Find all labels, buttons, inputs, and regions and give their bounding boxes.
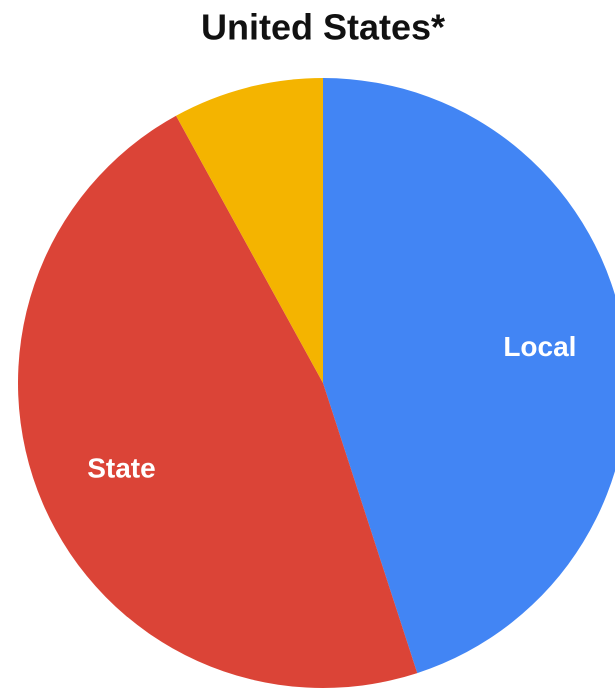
pie-slice: [176, 78, 323, 383]
pie-slice: [17, 115, 418, 689]
chart-title: United States*: [201, 7, 445, 48]
slice-label: State: [87, 453, 155, 484]
pie-slice: [323, 78, 615, 674]
slice-label: Local: [503, 331, 576, 362]
